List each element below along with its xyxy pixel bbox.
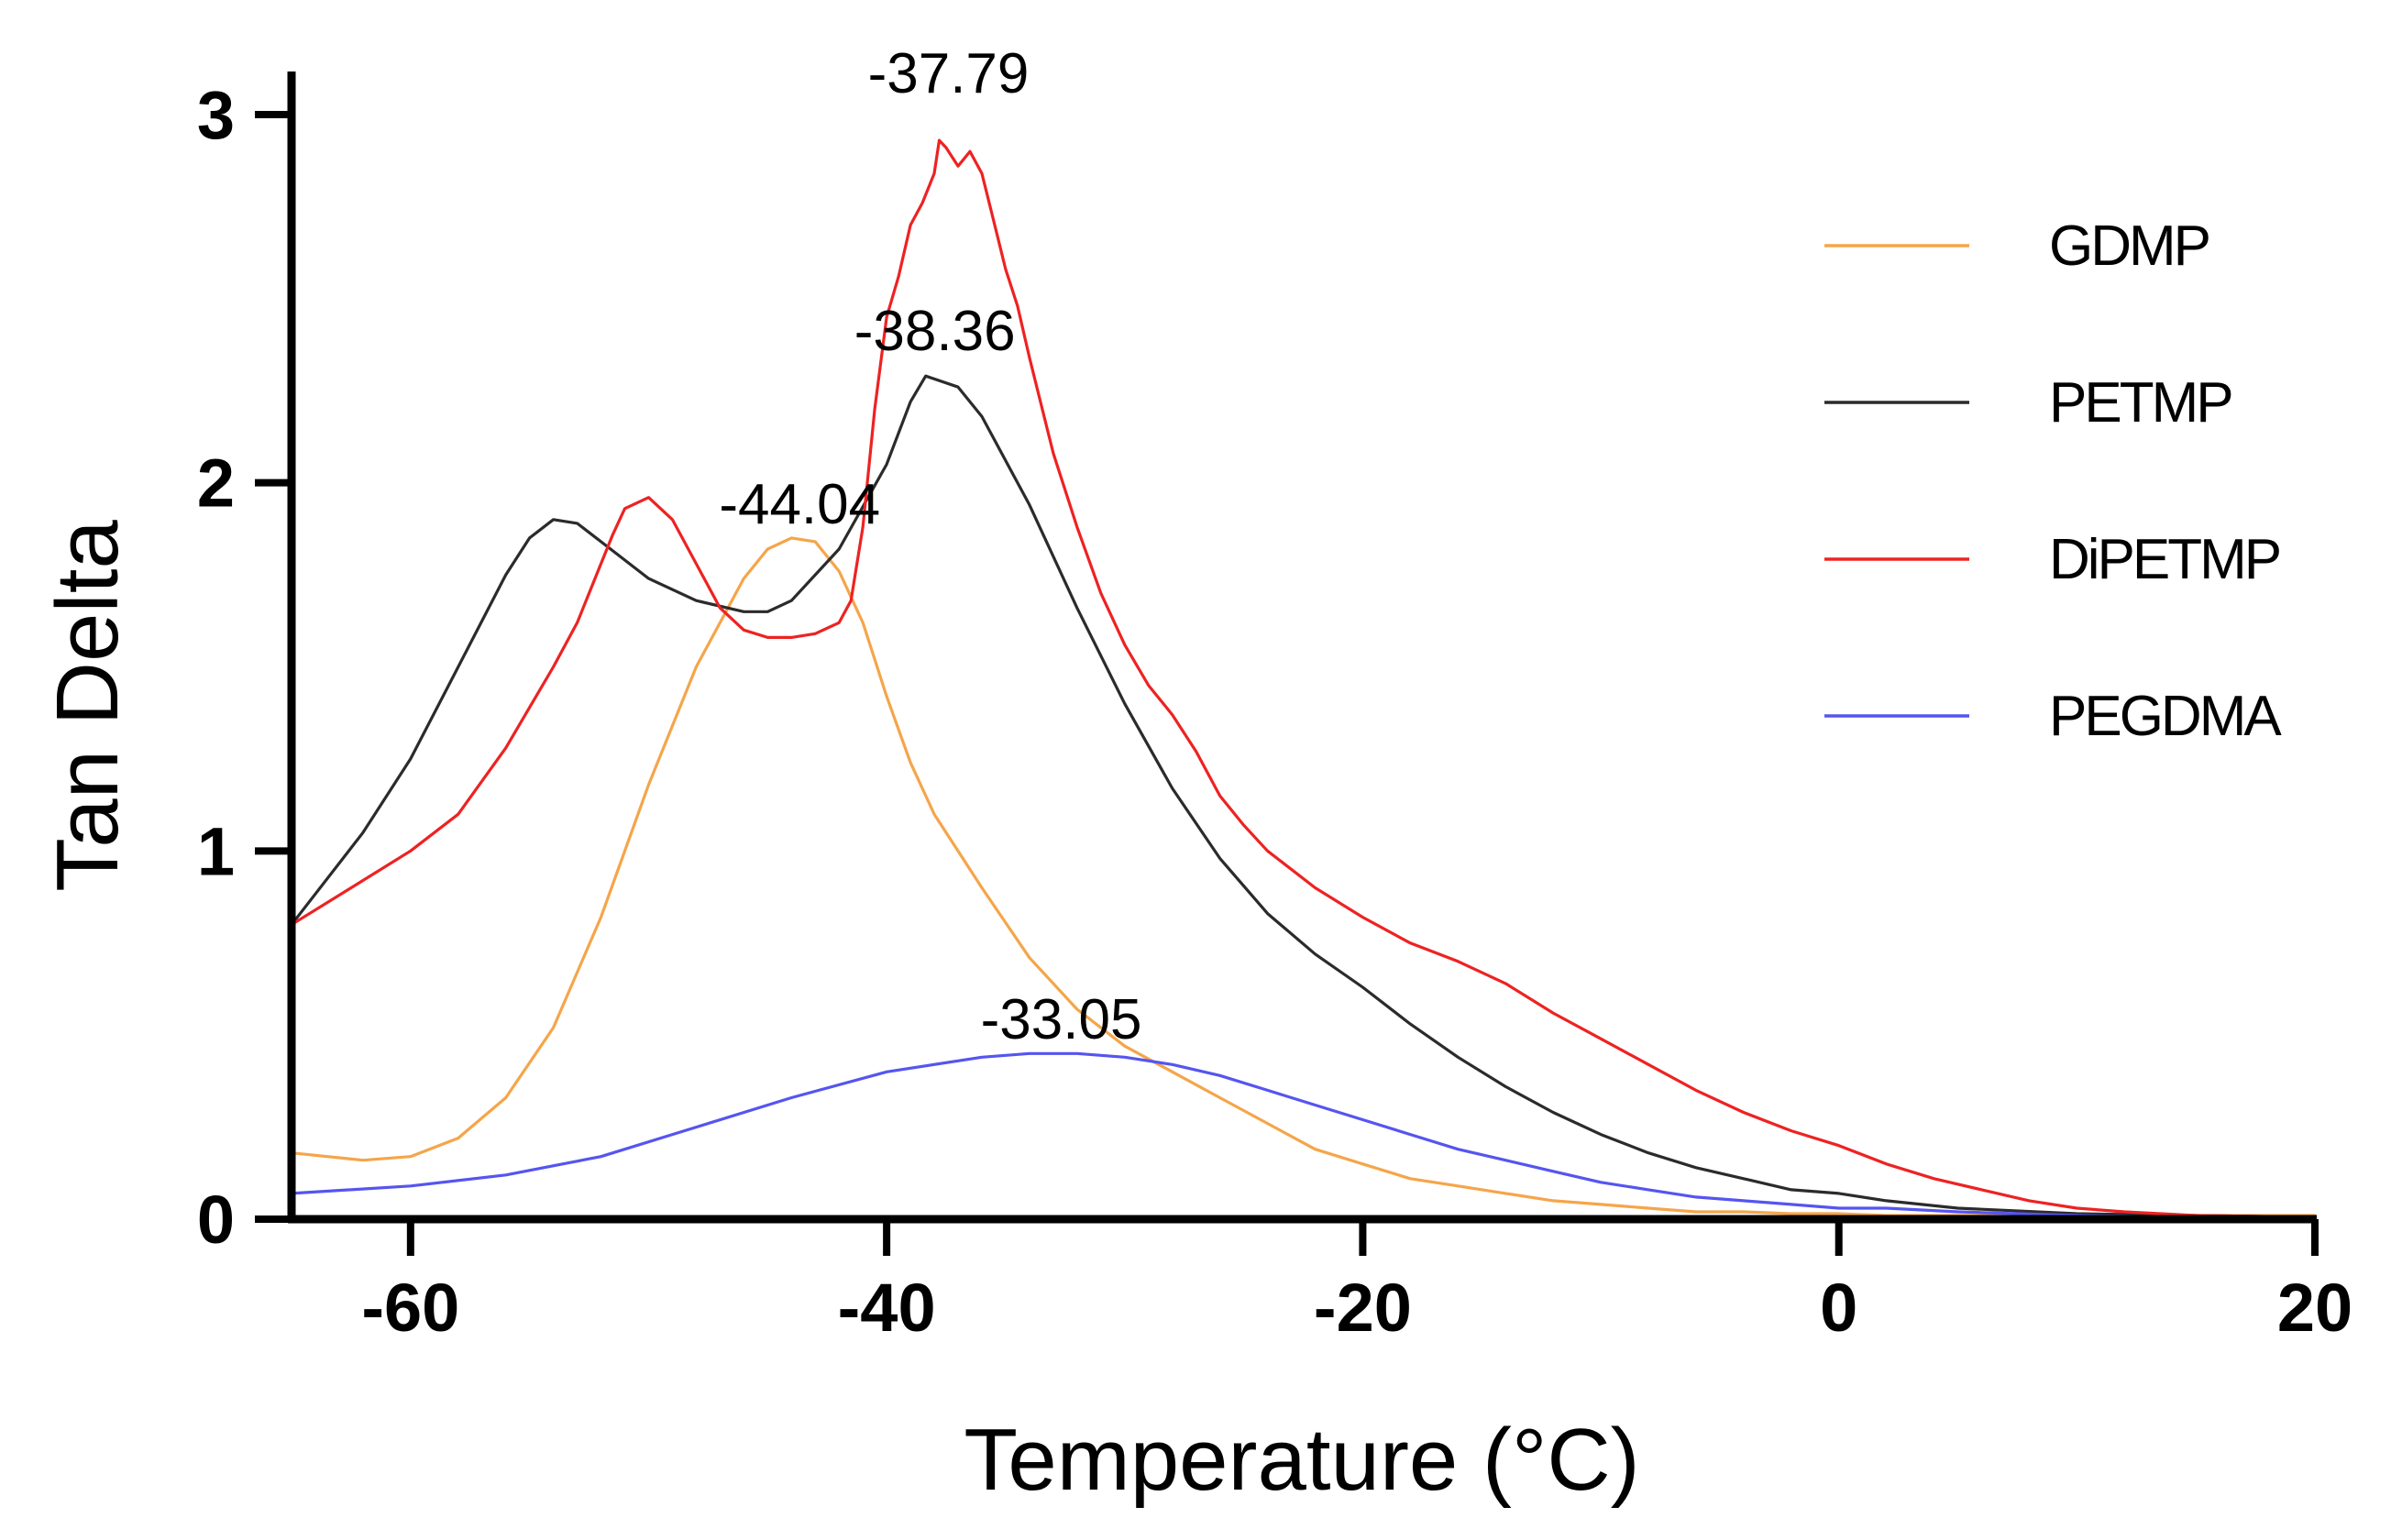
y-tick-label: 2 — [197, 446, 235, 522]
series-line-petmp — [290, 374, 2317, 1219]
x-axis-title: Temperature (°C) — [964, 1411, 1639, 1509]
x-tick-label: 20 — [2277, 1270, 2352, 1346]
peak-label: -33.05 — [981, 988, 1142, 1051]
series-line-pegdma — [290, 1051, 2317, 1220]
y-tick-label: 0 — [197, 1182, 235, 1258]
peak-annotations: -37.79 -38.36 -44.04 -33.05 — [719, 42, 1141, 1051]
legend-label-gdmp: GDMP — [2049, 214, 2209, 278]
peak-label: -44.04 — [719, 473, 880, 536]
peak-label: -37.79 — [868, 42, 1030, 105]
series-line-gdmp — [290, 536, 2317, 1217]
y-tick-label: 3 — [197, 77, 235, 153]
x-tick-label: -20 — [1314, 1270, 1412, 1346]
y-axis-title: Tan Delta — [39, 520, 137, 892]
x-tick-label: -40 — [838, 1270, 936, 1346]
x-tick-label: 0 — [1820, 1270, 1857, 1346]
x-tick-label: -60 — [361, 1270, 459, 1346]
plot-lines — [290, 138, 2317, 1220]
series-line-dipetmp — [290, 138, 2317, 1219]
legend: GDMP PETMP DiPETMP PEGDMA — [1824, 214, 2285, 748]
legend-label-dipetmp: DiPETMP — [2049, 528, 2280, 591]
y-tick-label: 1 — [197, 813, 235, 889]
legend-label-pegdma: PEGDMA — [2049, 685, 2282, 748]
peak-label: -38.36 — [854, 300, 1016, 363]
axes: -60 -40 -20 0 20 0 1 2 3 — [197, 72, 2352, 1346]
legend-label-petmp: PETMP — [2049, 371, 2231, 434]
